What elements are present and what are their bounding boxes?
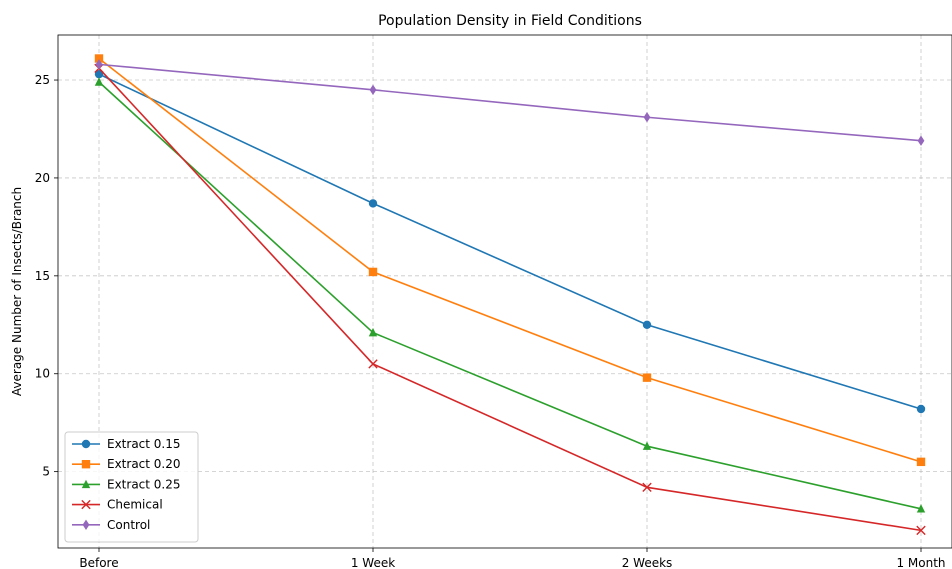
x-tick-label: Before xyxy=(79,556,118,569)
legend-marker xyxy=(82,519,90,530)
legend-marker xyxy=(81,479,91,489)
data-point xyxy=(916,504,926,513)
y-tick-label: 10 xyxy=(35,367,50,381)
legend: Extract 0.15 Extract 0.20 Extract 0.25 Chem… xyxy=(64,431,199,543)
series-line xyxy=(98,67,922,532)
series-line xyxy=(98,73,922,410)
data-point xyxy=(368,327,378,337)
legend-item: Extract 0.20 xyxy=(72,457,181,471)
series-3 xyxy=(94,63,926,536)
x-tick-label: 1 Month xyxy=(896,556,945,569)
data-point xyxy=(368,267,378,277)
data-point xyxy=(916,457,926,467)
y-axis: 5 10 15 20 25 xyxy=(35,73,58,479)
legend-item: Control xyxy=(72,518,150,532)
series-2 xyxy=(94,77,926,513)
data-point xyxy=(916,525,926,536)
data-point xyxy=(642,482,652,492)
data-point xyxy=(94,54,104,63)
series-line xyxy=(98,81,922,510)
data-point xyxy=(643,112,651,123)
data-point xyxy=(368,359,378,369)
data-point xyxy=(94,69,104,79)
x-tick-label: 1 Week xyxy=(351,556,395,569)
data-point xyxy=(95,59,103,70)
chart-title: Population Density in Field Conditions xyxy=(378,13,642,29)
series-group xyxy=(94,54,926,536)
y-tick-label: 20 xyxy=(35,171,50,185)
y-axis-label: Average Number of Insects/Branch xyxy=(10,187,24,396)
legend-item: Extract 0.25 xyxy=(72,477,181,491)
series-0 xyxy=(94,69,926,414)
legend-label: Extract 0.20 xyxy=(107,457,181,471)
data-point xyxy=(642,441,652,450)
legend-label: Chemical xyxy=(107,498,163,512)
plot-frame xyxy=(57,34,952,549)
data-point xyxy=(642,320,652,329)
legend-item: Chemical xyxy=(72,498,163,512)
legend-label: Control xyxy=(107,518,150,532)
data-point xyxy=(917,135,925,146)
y-tick-label: 5 xyxy=(42,465,50,479)
legend-marker xyxy=(81,439,91,449)
data-point xyxy=(368,199,378,208)
legend-item: Extract 0.15 xyxy=(72,437,181,451)
legend-box xyxy=(64,431,199,543)
series-1 xyxy=(94,54,926,467)
legend-marker xyxy=(81,499,91,510)
legend-label: Extract 0.15 xyxy=(107,437,181,451)
data-point xyxy=(369,84,377,96)
data-point xyxy=(94,77,104,86)
series-4 xyxy=(95,59,925,146)
data-point xyxy=(916,404,926,414)
series-line xyxy=(98,57,922,463)
x-tick-label: 2 Weeks xyxy=(622,556,673,569)
x-axis: Before 1 Week 2 Weeks 1 Month xyxy=(79,548,946,569)
data-point xyxy=(642,373,652,382)
legend-marker xyxy=(81,460,91,469)
series-line xyxy=(98,63,922,142)
legend-label: Extract 0.25 xyxy=(107,477,181,491)
y-tick-label: 25 xyxy=(35,73,50,87)
y-tick-label: 15 xyxy=(35,269,50,283)
